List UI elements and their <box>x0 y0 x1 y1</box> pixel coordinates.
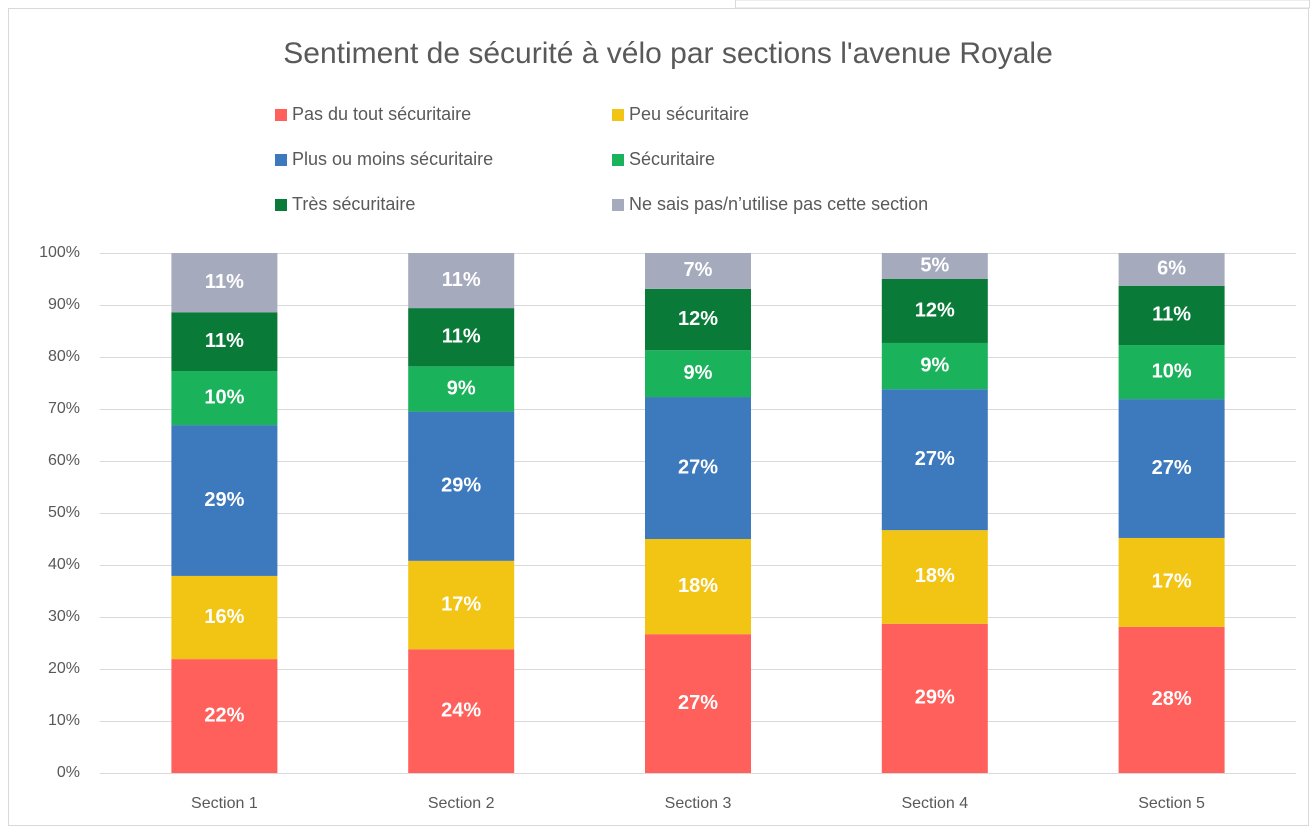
bar-segment <box>171 371 278 426</box>
data-label: 24% <box>441 699 481 721</box>
y-tick-label: 40% <box>48 556 80 573</box>
y-tick-label: 90% <box>48 296 80 313</box>
data-label: 29% <box>915 687 955 709</box>
data-label: 11% <box>442 269 481 291</box>
data-label: 16% <box>204 606 244 628</box>
legend-label: Ne sais pas/n’utilise pas cette section <box>629 194 928 214</box>
data-label: 29% <box>204 489 244 511</box>
bar-segment <box>645 634 751 773</box>
bar-segment <box>1118 626 1225 773</box>
y-tick-label: 100% <box>39 244 80 261</box>
data-label: 27% <box>678 456 718 478</box>
legend-swatch <box>612 199 624 211</box>
bar-segment <box>408 560 515 650</box>
bar-segment <box>881 342 988 390</box>
chart-title: Sentiment de sécurité à vélo par section… <box>283 37 1053 70</box>
bar-segment <box>645 397 751 539</box>
y-tick-label: 30% <box>48 608 80 625</box>
bar-segment <box>171 425 278 576</box>
bar-segment <box>1118 253 1225 286</box>
bar-segment <box>881 389 988 531</box>
legend-swatch <box>275 199 287 211</box>
bar-segment <box>645 539 751 635</box>
bar-segment <box>408 253 515 309</box>
legend-label: Sécuritaire <box>629 149 715 169</box>
data-label: 27% <box>1152 457 1192 479</box>
bar-segment <box>645 288 751 351</box>
data-label: 10% <box>204 386 244 408</box>
legend-swatch <box>612 109 624 121</box>
x-tick-label: Section 4 <box>901 795 968 812</box>
data-label: 11% <box>205 330 244 352</box>
data-label: 18% <box>678 575 718 597</box>
data-label: 29% <box>441 475 481 497</box>
data-label: 28% <box>1152 688 1192 710</box>
bar-segment <box>881 623 988 773</box>
data-label: 11% <box>442 326 481 348</box>
bar-segment <box>1118 537 1225 627</box>
data-label: 11% <box>1152 304 1191 326</box>
data-label: 9% <box>447 377 476 399</box>
y-tick-label: 20% <box>48 660 80 677</box>
data-label: 17% <box>441 593 481 615</box>
data-label: 22% <box>204 704 244 726</box>
y-tick-label: 70% <box>48 400 80 417</box>
data-label: 5% <box>920 254 949 276</box>
bar-segment <box>881 279 988 343</box>
bar-segment <box>171 659 278 773</box>
bar-segment <box>408 649 515 773</box>
x-tick-label: Section 2 <box>428 795 495 812</box>
y-tick-label: 60% <box>48 452 80 469</box>
legend-label: Très sécuritaire <box>292 194 415 214</box>
bar-segment <box>1118 399 1225 538</box>
data-label: 27% <box>915 448 955 470</box>
data-label: 18% <box>915 565 955 587</box>
legend-swatch <box>275 154 287 166</box>
bar-segment <box>881 530 988 624</box>
bar-segment <box>171 253 278 313</box>
bar-segment <box>408 411 515 561</box>
bar-segment <box>645 253 751 289</box>
y-tick-label: 0% <box>57 764 80 781</box>
legend-swatch <box>275 109 287 121</box>
y-tick-label: 10% <box>48 712 80 729</box>
x-tick-label: Section 1 <box>191 795 258 812</box>
data-label: 9% <box>684 362 713 384</box>
bar-segment <box>408 366 515 412</box>
x-tick-label: Section 5 <box>1138 795 1205 812</box>
data-label: 12% <box>678 308 718 330</box>
data-label: 7% <box>684 259 713 281</box>
data-label: 10% <box>1152 360 1192 382</box>
frame-edge <box>735 0 1310 9</box>
bar-segment <box>1118 285 1225 346</box>
bar-segment <box>171 312 278 372</box>
y-tick-label: 50% <box>48 504 80 521</box>
bar-segment <box>1118 345 1225 400</box>
legend-label: Plus ou moins sécuritaire <box>292 149 493 169</box>
x-tick-label: Section 3 <box>665 795 732 812</box>
bar-segment <box>881 253 988 279</box>
data-label: 11% <box>205 271 244 293</box>
bar-segment <box>408 308 515 367</box>
legend-label: Pas du tout sécuritaire <box>292 104 471 124</box>
data-label: 27% <box>678 692 718 714</box>
bar-segment <box>171 575 278 660</box>
data-label: 12% <box>915 299 955 321</box>
legend-label: Peu sécuritaire <box>629 104 749 124</box>
legend-swatch <box>612 154 624 166</box>
data-label: 17% <box>1152 571 1192 593</box>
bar-segment <box>645 350 751 398</box>
y-tick-label: 80% <box>48 348 80 365</box>
data-label: 6% <box>1157 258 1186 280</box>
data-label: 9% <box>920 354 949 376</box>
